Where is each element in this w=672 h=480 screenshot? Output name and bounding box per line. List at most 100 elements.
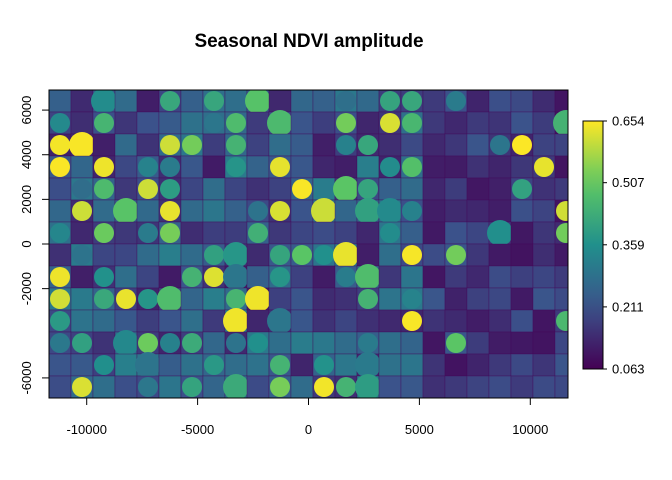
raster-field: [422, 243, 446, 267]
x-tick-label: -5000: [181, 422, 214, 437]
raster-field: [334, 155, 358, 179]
raster-field: [532, 133, 556, 157]
y-tick-label: -6000: [19, 361, 34, 394]
center-pivot-field: [69, 132, 95, 158]
raster-field: [290, 331, 314, 355]
raster-field: [400, 331, 424, 355]
center-pivot-field: [336, 377, 356, 397]
raster-field: [488, 331, 512, 355]
center-pivot-field: [160, 201, 180, 221]
raster-field: [180, 287, 204, 311]
raster-field: [49, 177, 72, 201]
raster-field: [378, 331, 402, 355]
raster-field: [466, 331, 490, 355]
raster-field: [466, 243, 490, 267]
legend-tick-label: 0.507: [612, 175, 645, 190]
center-pivot-field: [226, 157, 246, 177]
center-pivot-field: [402, 157, 422, 177]
raster-field: [180, 353, 204, 377]
center-pivot-field: [160, 179, 180, 199]
raster-field: [532, 177, 556, 201]
raster-field: [158, 243, 182, 267]
center-pivot-field: [94, 355, 114, 375]
raster-field: [114, 90, 138, 113]
center-pivot-field: [292, 179, 312, 199]
center-pivot-field: [138, 223, 158, 243]
center-pivot-field: [223, 308, 249, 334]
raster-field: [422, 155, 446, 179]
raster-field: [356, 111, 380, 135]
raster-field: [532, 221, 556, 245]
center-pivot-field: [358, 179, 378, 199]
raster-field: [356, 155, 380, 179]
center-pivot-field: [226, 289, 246, 309]
raster-field: [224, 90, 248, 113]
center-pivot-field: [336, 91, 356, 111]
center-pivot-field: [553, 110, 568, 136]
center-pivot-field: [204, 355, 224, 375]
raster-field: [246, 155, 270, 179]
center-pivot-field: [556, 311, 568, 331]
raster-field: [92, 375, 116, 398]
raster-field: [202, 221, 226, 245]
raster-field: [510, 353, 534, 377]
center-pivot-field: [72, 201, 92, 221]
center-pivot-field: [355, 374, 381, 398]
raster-field: [180, 155, 204, 179]
raster-field: [444, 375, 468, 398]
raster-field: [532, 265, 556, 289]
raster-field: [510, 90, 534, 113]
center-pivot-field: [402, 289, 422, 309]
raster-field: [422, 287, 446, 311]
raster-field: [158, 353, 182, 377]
raster-field: [70, 353, 94, 377]
raster-field: [532, 331, 556, 355]
raster-field: [554, 90, 568, 113]
center-pivot-field: [355, 264, 381, 290]
center-pivot-field: [358, 333, 378, 353]
center-pivot-field: [270, 245, 290, 265]
raster-field: [532, 375, 556, 398]
raster-field: [378, 309, 402, 333]
center-pivot-field: [113, 330, 139, 356]
x-tick-label: 10000: [512, 422, 548, 437]
raster-field: [466, 111, 490, 135]
raster-field: [180, 309, 204, 333]
raster-field: [422, 133, 446, 157]
raster-field: [532, 111, 556, 135]
center-pivot-field: [72, 377, 92, 397]
raster-field: [554, 353, 568, 377]
center-pivot-field: [314, 355, 334, 375]
center-pivot-field: [292, 245, 312, 265]
raster-field: [334, 221, 358, 245]
legend-tick-label: 0.211: [612, 299, 644, 314]
raster-field: [246, 375, 270, 398]
raster-field: [158, 309, 182, 333]
center-pivot-field: [50, 311, 70, 331]
center-pivot-field: [50, 113, 70, 133]
raster-field: [334, 331, 358, 355]
center-pivot-field: [94, 113, 114, 133]
center-pivot-field: [50, 333, 70, 353]
legend-tick-label: 0.359: [612, 237, 645, 252]
raster-field: [92, 309, 116, 333]
raster-field: [554, 331, 568, 355]
raster-field: [334, 287, 358, 311]
raster-field: [312, 111, 336, 135]
raster-field: [290, 133, 314, 157]
center-pivot-field: [446, 333, 466, 353]
raster-field: [92, 331, 116, 355]
raster-field: [400, 221, 424, 245]
raster-field: [356, 221, 380, 245]
center-pivot-field: [50, 157, 70, 177]
raster-field: [488, 199, 512, 223]
raster-field: [356, 309, 380, 333]
raster-field: [290, 90, 314, 113]
raster-field: [466, 287, 490, 311]
raster-field: [356, 243, 380, 267]
y-axis: -6000 -2000 0 2000 4000 6000: [19, 96, 49, 395]
x-axis: -10000 -5000 0 5000 10000: [66, 398, 548, 437]
center-pivot-field: [135, 352, 161, 378]
raster-field: [202, 287, 226, 311]
raster-field: [400, 375, 424, 398]
